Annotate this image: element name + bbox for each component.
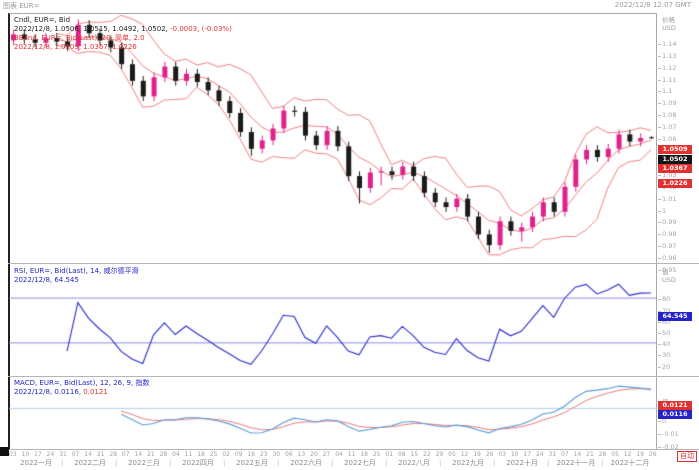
price-candlestick-pane[interactable] [9, 13, 657, 263]
pane-divider[interactable] [8, 263, 699, 264]
axis-value-badge: 1.0367 [658, 164, 692, 174]
axis-tick-label: 0.96 [657, 254, 677, 263]
macd-signal-value: 0.0121 [81, 388, 108, 396]
auto-scale-button[interactable]: 自动 [677, 451, 697, 462]
rsi-axis-title: 值 USD [662, 268, 676, 284]
time-axis[interactable]: 03 10 17 24 31 07 14 21 28 07 14 21 28 04 11 18 25 02 09 16… [9, 450, 657, 468]
axis-value-badge: 1.0502 [658, 154, 692, 164]
axis-value-badge: 1.0226 [658, 179, 692, 189]
axis-tick-label: 1.07 [657, 123, 677, 132]
axis-tick-label: 0.98 [657, 230, 677, 239]
bband-values: 2022/12/8, 1.0509, 1.0367, 1.0226 [14, 43, 137, 51]
axis-value-badge: 1.0509 [658, 145, 692, 155]
month-labels: 2022一月2022二月2022三月2022四月2022五月2022六月2022… [9, 458, 657, 468]
month-label: 2022十月 [493, 458, 549, 468]
bband-series-label: BBand, EUR=, Bid(Last), 20, 简单, 2.0 [14, 34, 145, 42]
month-label: 2022十二月 [601, 458, 657, 468]
axis-value-badge: 0.0116 [658, 410, 692, 420]
axis-tick-label: 1.14 [657, 39, 677, 48]
rsi-series-label: RSI, EUR=, Bid(Last), 14, 威尔德平滑 [14, 267, 139, 275]
axis-tick-label: 0.99 [657, 218, 677, 227]
macd-indicator-pane[interactable] [9, 377, 657, 449]
axis-tick-label: 20 [657, 362, 671, 371]
month-label: 2022六月 [277, 458, 333, 468]
axis-value-badge: 0.0121 [658, 400, 692, 410]
macd-legend: MACD, EUR=, Bid(Last), 12, 26, 9, 指数 202… [14, 379, 149, 397]
axis-tick-label: 1 [657, 206, 667, 215]
candle-change-values: -0.0003, (-0.03%) [167, 25, 232, 33]
axis-tick-label: 30 [657, 351, 671, 360]
axis-tick-label: 50 [657, 329, 671, 337]
price-legend: Cndl, EUR=, Bid 2022/12/8, 1.0506, 1.051… [14, 16, 232, 52]
axis-tick-label: 40 [657, 340, 671, 349]
axis-tick-label: 1.01 [657, 194, 677, 203]
month-label: 2022八月 [385, 458, 441, 468]
axis-tick-label: 0.95 [657, 266, 677, 275]
candle-series-label: Cndl, EUR=, Bid [14, 16, 71, 24]
month-label: 2022四月 [169, 458, 225, 468]
axis-tick-label: 80 [657, 295, 671, 304]
axis-tick-label: 1.12 [657, 63, 677, 72]
month-label: 2022七月 [331, 458, 387, 468]
axis-tick-label: 1.1 [657, 87, 673, 96]
rsi-value: 2022/12/8, 64.545 [14, 276, 79, 284]
axis-tick-label: 60 [657, 317, 671, 326]
axis-value-badge: 64.545 [658, 312, 692, 322]
axis-tick-label: 1.11 [657, 75, 677, 84]
month-label: 2022十一月 [547, 458, 603, 468]
month-label: 2022二月 [61, 458, 117, 468]
macd-series-label: MACD, EUR=, Bid(Last), 12, 26, 9, 指数 [14, 379, 150, 387]
axis-tick-label: -0.02 [658, 442, 679, 451]
axis-tick-label: 1.08 [657, 111, 677, 120]
price-axis-title: 价格 USD [662, 16, 676, 32]
axis-tick-label: 1.06 [657, 135, 677, 144]
axis-tick-label: 70 [657, 306, 671, 315]
macd-value: 2022/12/8, 0.0116, [14, 388, 82, 396]
rsi-legend: RSI, EUR=, Bid(Last), 14, 威尔德平滑 2022/12/… [14, 267, 139, 285]
window-timestamp: 2022/12/8 12:07 GMT [614, 1, 691, 9]
axis-tick-label: 1.13 [657, 51, 677, 60]
rsi-indicator-pane[interactable] [9, 264, 657, 376]
axis-tick-label: 0 [657, 416, 667, 425]
axis-divider [8, 449, 699, 450]
month-label: 2022一月 [20, 459, 52, 467]
axis-tick-label: 0.97 [657, 242, 677, 251]
axis-tick-label: -0.01 [658, 429, 679, 438]
month-label: 2022五月 [223, 458, 279, 468]
candle-ohlc-values: 2022/12/8, 1.0506, 1.0515, 1.0492, 1.050… [14, 25, 168, 33]
window-title: 图表 EUR= [3, 2, 40, 10]
axis-tick-label: 1.03 [657, 170, 677, 179]
day-tick-labels: 03 10 17 24 31 07 14 21 28 07 14 21 28 04 11 18 25 02 09 16… [9, 451, 657, 458]
month-label: 2022三月 [115, 458, 171, 468]
axis-tick-label: 1.09 [657, 99, 677, 108]
month-label: 2022九月 [439, 458, 495, 468]
pane-divider[interactable] [8, 376, 699, 377]
corner-handle[interactable] [0, 447, 9, 456]
